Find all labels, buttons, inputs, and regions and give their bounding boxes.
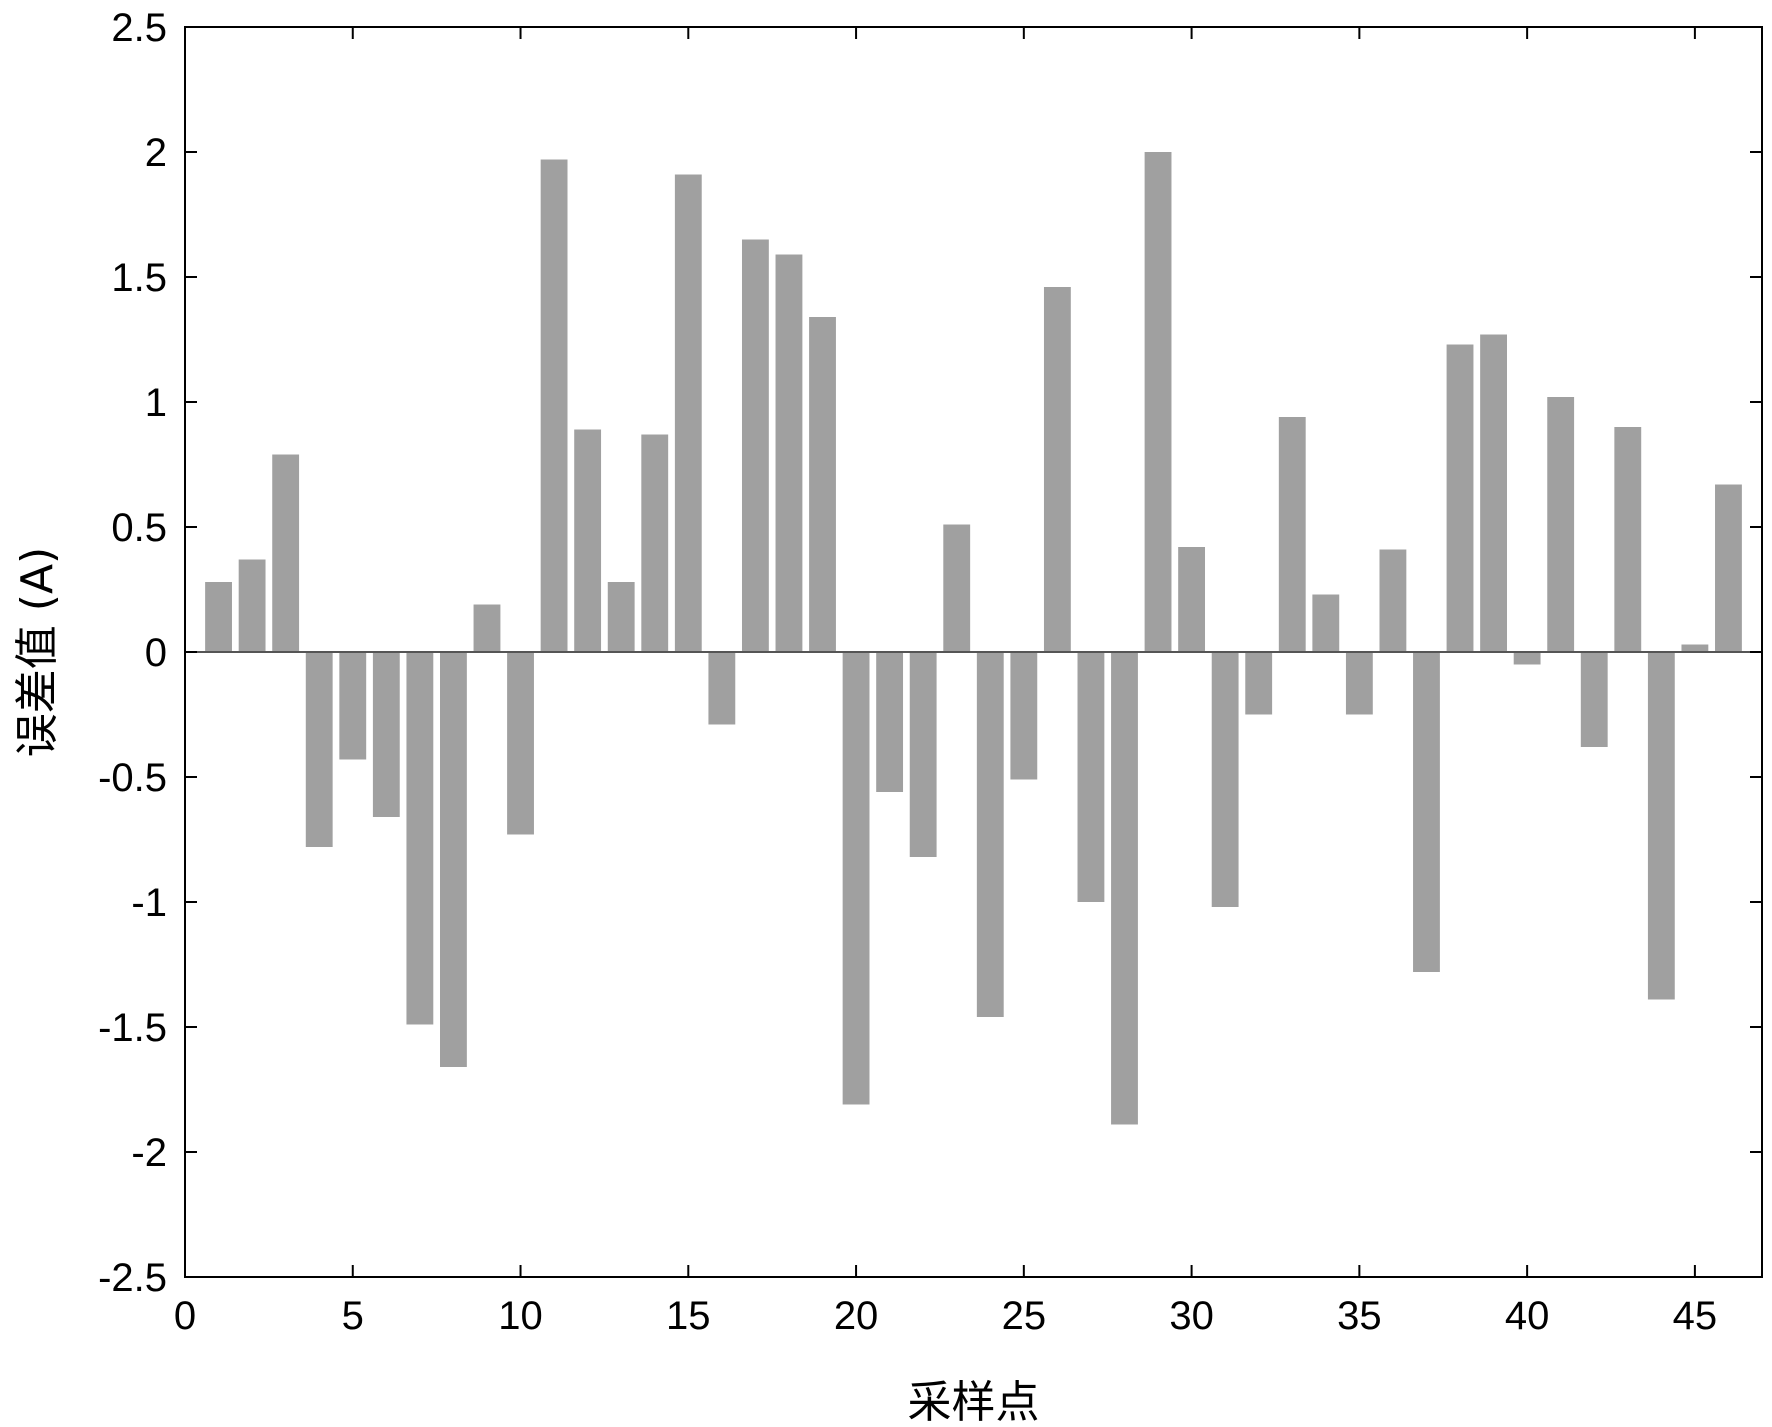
bar-5 (339, 652, 367, 760)
x-tick-label: 40 (1505, 1294, 1550, 1338)
bar-18 (775, 254, 803, 652)
bar-40 (1513, 652, 1541, 665)
bar-34 (1312, 594, 1340, 652)
bar-3 (272, 454, 300, 652)
bar-8 (440, 652, 467, 1067)
axis-tick-labels: 0 5 10 15 20 25 30 35 40 45 2.5 2 1.5 1 0.5 0 -0.5 -1 -1.5… (98, 6, 1717, 1338)
bar-7 (406, 652, 434, 1025)
bar-10 (507, 652, 534, 835)
bar-4 (305, 652, 333, 847)
bar-14 (641, 434, 669, 652)
bar-31 (1211, 652, 1239, 907)
y-tick-label: 2 (145, 131, 167, 175)
x-tick-label: 30 (1169, 1294, 1214, 1338)
bar-33 (1278, 417, 1306, 652)
bar-36 (1379, 549, 1407, 652)
bar-26 (1043, 287, 1071, 652)
bar-19 (809, 317, 836, 652)
bar-9 (473, 604, 501, 652)
x-tick-label: 15 (666, 1294, 711, 1338)
bar-35 (1345, 652, 1373, 715)
x-tick-label: 20 (834, 1294, 879, 1338)
bar-11 (540, 159, 568, 652)
y-axis-title: 误差值 (A) (12, 547, 63, 757)
y-tick-label: 1 (145, 381, 167, 425)
axis-ticks (184, 26, 1762, 1278)
bar-24 (976, 652, 1004, 1017)
bar-45 (1681, 644, 1709, 652)
bar-32 (1245, 652, 1273, 715)
bar-2 (238, 559, 266, 652)
bar-20 (842, 652, 870, 1105)
bar-39 (1480, 334, 1507, 652)
x-tick-label: 35 (1337, 1294, 1382, 1338)
bar-28 (1111, 652, 1138, 1125)
x-tick-label: 10 (498, 1294, 543, 1338)
y-tick-label: -0.5 (98, 756, 167, 800)
x-tick-label: 45 (1673, 1294, 1718, 1338)
x-tick-label: 0 (174, 1294, 196, 1338)
bar-series (205, 152, 1742, 1125)
bar-6 (372, 652, 400, 817)
bar-15 (674, 174, 702, 652)
bar-22 (909, 652, 937, 857)
bar-27 (1077, 652, 1105, 902)
bar-41 (1547, 397, 1575, 652)
y-tick-label: 2.5 (111, 6, 167, 50)
y-tick-label: 0.5 (111, 506, 167, 550)
bar-17 (741, 239, 769, 652)
y-tick-label: -1.5 (98, 1006, 167, 1050)
bar-23 (943, 524, 971, 652)
bar-29 (1144, 152, 1172, 652)
bar-44 (1647, 652, 1675, 1000)
y-tick-label: -2 (131, 1131, 167, 1175)
bar-43 (1614, 427, 1642, 652)
bar-1 (205, 582, 232, 652)
bar-12 (574, 429, 602, 652)
y-tick-label: -1 (131, 881, 167, 925)
bar-16 (708, 652, 736, 725)
y-tick-label: -2.5 (98, 1256, 167, 1300)
y-tick-label: 0 (145, 631, 167, 675)
bar-30 (1178, 547, 1206, 652)
x-tick-label: 5 (342, 1294, 364, 1338)
bar-46 (1715, 484, 1742, 652)
bar-42 (1580, 652, 1608, 747)
bar-37 (1413, 652, 1440, 972)
bar-21 (876, 652, 904, 792)
bar-38 (1446, 344, 1474, 652)
bar-25 (1010, 652, 1038, 780)
bar-13 (607, 582, 635, 652)
y-tick-label: 1.5 (111, 256, 167, 300)
x-axis-title: 采样点 (908, 1377, 1040, 1427)
x-tick-label: 25 (1002, 1294, 1047, 1338)
